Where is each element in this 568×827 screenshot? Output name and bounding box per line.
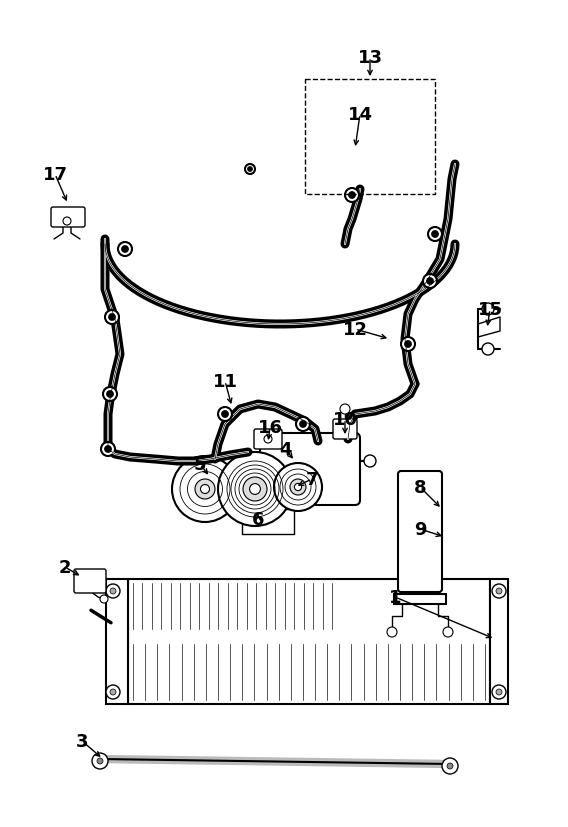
Circle shape [404,341,411,348]
Text: 17: 17 [43,165,68,184]
FancyBboxPatch shape [398,471,442,592]
Circle shape [432,232,438,238]
FancyBboxPatch shape [260,433,360,505]
Circle shape [387,627,397,638]
Circle shape [106,686,120,699]
Text: 2: 2 [59,558,71,576]
Circle shape [299,421,307,428]
FancyBboxPatch shape [51,208,85,227]
Bar [490,579,508,704]
Circle shape [105,446,111,453]
Circle shape [442,758,458,774]
Circle shape [110,588,116,595]
Circle shape [118,242,132,256]
Circle shape [345,189,359,203]
Text: 16: 16 [257,418,282,437]
Text: 4: 4 [279,441,291,458]
Circle shape [290,480,306,495]
Circle shape [427,278,433,285]
FancyBboxPatch shape [74,569,106,593]
Text: 15: 15 [478,301,503,318]
Text: 12: 12 [343,321,367,338]
Circle shape [101,442,115,457]
Circle shape [274,463,322,511]
Circle shape [496,689,502,696]
Circle shape [296,418,310,432]
Circle shape [107,391,114,398]
FancyBboxPatch shape [106,579,128,704]
Text: 13: 13 [357,49,382,67]
Text: 7: 7 [306,471,318,489]
Circle shape [447,763,453,769]
Text: 11: 11 [212,372,237,390]
Circle shape [496,588,502,595]
Circle shape [122,246,128,253]
Circle shape [195,480,215,500]
Circle shape [103,388,117,402]
Circle shape [482,304,494,316]
Circle shape [222,411,228,418]
Text: 14: 14 [348,106,373,124]
FancyBboxPatch shape [254,429,282,449]
Text: 8: 8 [414,479,427,496]
Text: 10: 10 [332,410,357,428]
Circle shape [349,192,356,199]
Circle shape [492,686,506,699]
Circle shape [201,485,210,494]
Circle shape [105,311,119,325]
Circle shape [364,456,376,467]
Circle shape [443,627,453,638]
Text: 9: 9 [414,520,426,538]
Circle shape [243,477,267,501]
Text: 3: 3 [76,732,88,750]
Circle shape [108,314,115,321]
Circle shape [264,436,272,443]
Bar [305,80,435,195]
Circle shape [249,484,260,495]
Circle shape [172,457,238,523]
Circle shape [97,758,103,764]
Text: 6: 6 [252,510,264,528]
Circle shape [428,227,442,241]
Circle shape [482,343,494,356]
Circle shape [92,753,108,769]
Circle shape [106,585,120,598]
Circle shape [245,165,255,174]
Circle shape [110,689,116,696]
Circle shape [218,452,292,526]
Bar [128,579,490,704]
Circle shape [340,404,350,414]
Circle shape [401,337,415,351]
Circle shape [294,484,302,491]
Text: 5: 5 [194,456,206,473]
Circle shape [423,275,437,289]
Circle shape [218,408,232,422]
Circle shape [63,218,71,226]
Circle shape [248,167,253,172]
Circle shape [100,595,108,603]
Text: 1: 1 [389,588,401,606]
Circle shape [492,585,506,598]
FancyBboxPatch shape [333,419,357,439]
